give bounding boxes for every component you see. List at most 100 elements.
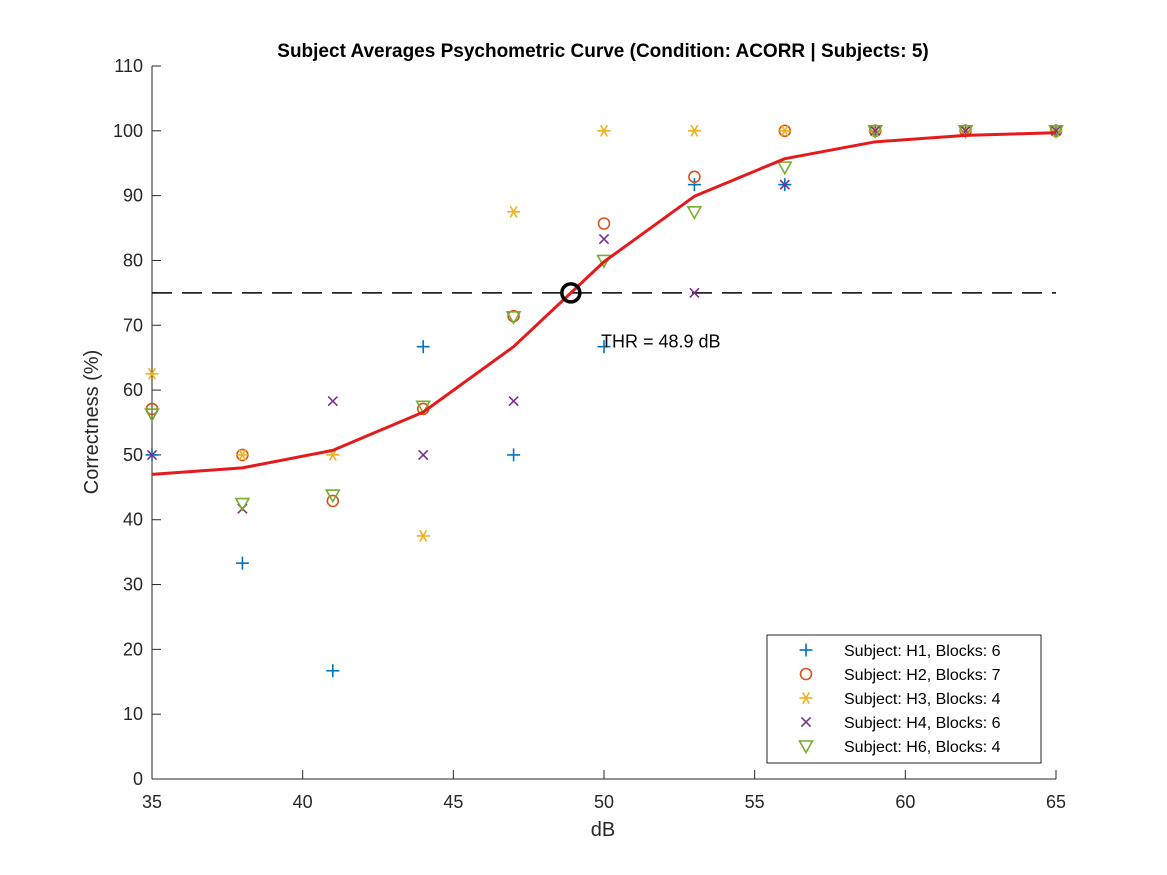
- data-point: [507, 205, 521, 218]
- data-point: [597, 124, 611, 137]
- data-point: [957, 125, 974, 139]
- marker-stroke: [327, 395, 338, 407]
- data-point: [326, 664, 340, 678]
- marker-stroke: [779, 179, 790, 190]
- y-tick-label: 100: [113, 121, 143, 141]
- marker-stroke: [799, 667, 813, 681]
- data-point: [507, 448, 521, 462]
- data-point: [508, 395, 519, 407]
- y-tick-label: 10: [123, 704, 143, 724]
- data-point: [688, 170, 701, 184]
- legend-marker: [799, 691, 813, 705]
- x-tick-label: 50: [594, 792, 614, 812]
- marker-stroke: [776, 161, 793, 176]
- legend-marker: [800, 716, 812, 728]
- marker-stroke: [689, 287, 700, 299]
- legend-item: Subject: H6, Blocks: 4: [798, 739, 1001, 756]
- legend-item: Subject: H1, Blocks: 6: [799, 643, 1001, 660]
- marker-stroke: [148, 367, 156, 380]
- marker-stroke: [326, 494, 340, 508]
- data-point: [418, 449, 429, 461]
- threshold-point: [560, 282, 582, 304]
- legend-item: Subject: H3, Blocks: 4: [799, 691, 1001, 708]
- data-point: [598, 233, 610, 245]
- marker-stroke: [328, 448, 337, 461]
- marker-stroke: [957, 125, 974, 139]
- x-tick-label: 65: [1046, 792, 1066, 812]
- legend-item: Subject: H4, Blocks: 6: [800, 715, 1001, 732]
- marker-stroke: [780, 124, 789, 137]
- marker-stroke: [867, 125, 884, 139]
- y-tick-label: 20: [123, 639, 143, 659]
- data-point: [687, 124, 701, 137]
- data-point: [597, 340, 611, 354]
- data-point: [686, 206, 703, 220]
- marker-stroke: [508, 395, 519, 407]
- y-tick-label: 90: [123, 186, 143, 206]
- marker-stroke: [798, 740, 814, 755]
- y-axis-label: Correctness (%): [81, 350, 103, 494]
- chart-title: Subject Averages Psychometric Curve (Con…: [277, 41, 928, 62]
- marker-stroke: [505, 311, 522, 325]
- y-tick-label: 40: [123, 510, 143, 530]
- data-point: [415, 400, 432, 415]
- axes: 35 40 45 50 55 60 65 0 10 20 30 40 50 60 70 80 90 100 110 T…: [113, 56, 1066, 812]
- marker-stroke: [144, 408, 160, 423]
- y-tick-label: 110: [114, 56, 143, 76]
- x-tick-label: 45: [443, 792, 463, 812]
- data-point: [144, 408, 160, 423]
- legend-label: Subject: H3, Blocks: 4: [844, 691, 1001, 708]
- data-point: [689, 287, 700, 299]
- legend: Subject: H1, Blocks: 6 Subject: H2, Block…: [766, 634, 1042, 764]
- data-point: [416, 529, 430, 542]
- legend-label: Subject: H6, Blocks: 4: [844, 739, 1001, 756]
- marker-stroke: [960, 125, 971, 136]
- legend-label: Subject: H4, Blocks: 6: [844, 715, 1001, 732]
- marker-stroke: [507, 309, 520, 323]
- data-point: [416, 340, 430, 354]
- y-tick-label: 60: [123, 380, 143, 400]
- fit-curve: [151, 131, 1057, 476]
- y-tick-label: 0: [133, 769, 143, 789]
- marker-stroke: [688, 170, 701, 184]
- marker-stroke: [598, 233, 610, 245]
- x-tick-label: 55: [745, 792, 765, 812]
- threshold-annotation: THR = 48.9 dB: [601, 331, 721, 351]
- data-point: [870, 125, 881, 136]
- marker-stroke: [238, 448, 247, 461]
- x-tick-label: 35: [142, 792, 162, 812]
- data-point: [778, 124, 792, 137]
- data-point: [505, 311, 522, 325]
- data-point: [507, 309, 520, 323]
- marker-stroke: [146, 449, 158, 461]
- legend-item: Subject: H2, Blocks: 7: [799, 667, 1001, 684]
- data-point: [326, 494, 340, 508]
- legend-marker: [798, 740, 814, 755]
- marker-stroke: [324, 489, 341, 504]
- marker-stroke: [690, 124, 699, 137]
- data-point: [234, 497, 251, 512]
- marker-stroke: [870, 125, 881, 136]
- x-axis-label: dB: [591, 819, 615, 841]
- marker-stroke: [686, 206, 703, 220]
- data-point: [867, 125, 884, 139]
- marker-stroke: [802, 691, 810, 705]
- y-tick-label: 30: [123, 575, 143, 595]
- marker-stroke: [234, 497, 251, 512]
- marker-stroke: [418, 449, 429, 461]
- legend-marker: [799, 643, 813, 657]
- data-point: [146, 449, 158, 461]
- legend-marker: [799, 667, 813, 681]
- marker-stroke: [419, 529, 428, 542]
- marker-stroke: [509, 205, 518, 218]
- data-point: [779, 179, 790, 190]
- x-tick-label: 60: [895, 792, 915, 812]
- data-point: [235, 556, 249, 570]
- marker-stroke: [597, 217, 611, 230]
- y-tick-label: 50: [123, 445, 143, 465]
- x-tick-label: 40: [293, 792, 313, 812]
- data-point: [235, 448, 249, 461]
- marker-stroke: [415, 400, 432, 415]
- series-4: [146, 125, 1062, 514]
